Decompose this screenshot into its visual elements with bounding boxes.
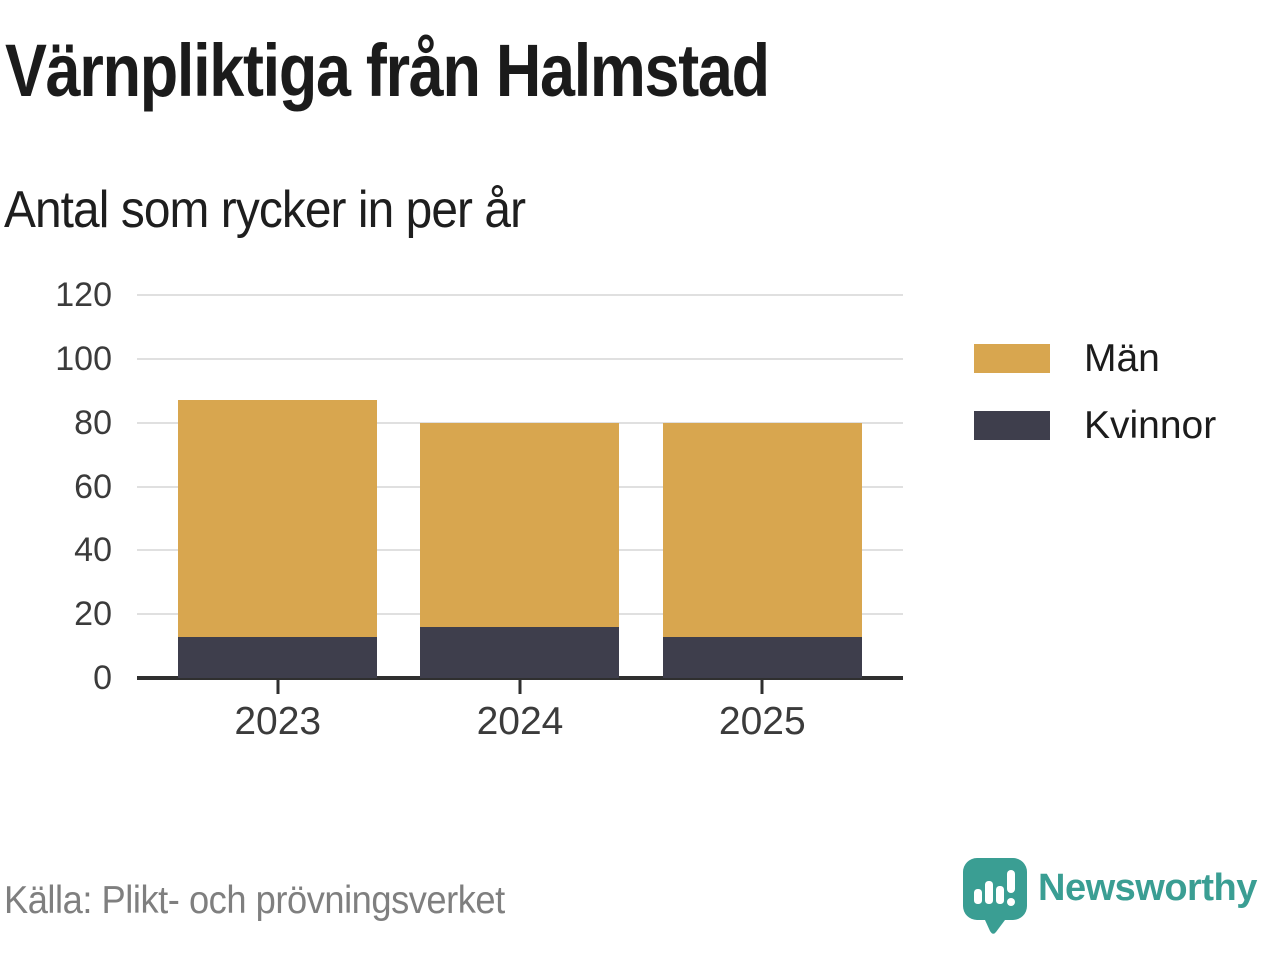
y-axis-label: 120 xyxy=(55,276,112,314)
legend-item-man: Män xyxy=(974,339,1216,378)
bar-segment-kvinnor xyxy=(420,626,620,678)
legend-label: Män xyxy=(1084,337,1160,380)
x-axis-line xyxy=(137,676,903,680)
newsworthy-speech-bubble-bar-chart-icon xyxy=(963,858,1027,934)
x-axis-tick xyxy=(518,680,522,694)
legend: Män Kvinnor xyxy=(974,339,1216,473)
plot-area: 0 20 40 60 80 100 120 2023 2024 2025 xyxy=(55,278,903,741)
legend-label: Kvinnor xyxy=(1084,404,1217,447)
y-axis-label: 20 xyxy=(74,595,112,634)
y-axis-label: 40 xyxy=(74,531,112,570)
bar-segment-man xyxy=(420,422,620,627)
legend-swatch-man xyxy=(974,344,1050,373)
x-axis-label: 2023 xyxy=(234,700,322,743)
y-axis-label: 80 xyxy=(74,403,112,442)
y-axis-label: 0 xyxy=(93,659,112,697)
bar-segment-man xyxy=(178,400,378,637)
gridline-100 xyxy=(137,357,903,360)
x-axis-label: 2024 xyxy=(476,700,564,743)
bar-group-2024 xyxy=(420,422,620,678)
bar-group-2025 xyxy=(662,422,862,678)
chart-subtitle: Antal som rycker in per år xyxy=(4,181,526,239)
x-axis-label: 2025 xyxy=(718,700,806,743)
x-axis-tick xyxy=(276,680,280,694)
legend-item-kvinnor: Kvinnor xyxy=(974,406,1216,445)
gridline-120 xyxy=(137,294,903,296)
bar-segment-kvinnor xyxy=(178,636,378,678)
y-axis-label: 100 xyxy=(55,339,112,378)
y-axis-label: 60 xyxy=(74,467,112,506)
x-axis-tick xyxy=(760,680,764,694)
bar-group-2023 xyxy=(178,400,378,678)
newsworthy-logo: Newsworthy xyxy=(963,858,1257,934)
source-text: Källa: Plikt- och prövningsverket xyxy=(4,879,505,922)
newsworthy-logo-text: Newsworthy xyxy=(1038,867,1257,909)
bar-segment-kvinnor xyxy=(662,636,862,678)
chart-title: Värnpliktiga från Halmstad xyxy=(5,29,770,112)
gridline-80 xyxy=(137,421,903,424)
legend-swatch-kvinnor xyxy=(974,411,1050,440)
bar-segment-man xyxy=(662,422,862,637)
